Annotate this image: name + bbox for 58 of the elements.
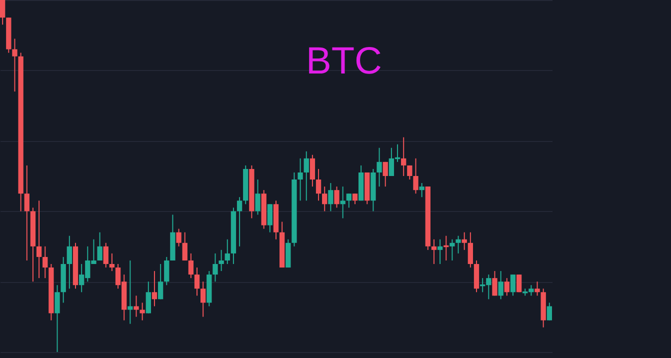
candlestick [97, 232, 102, 261]
candlestick [431, 238, 437, 264]
candlestick [188, 252, 194, 279]
candlestick [54, 284, 60, 352]
candlestick [0, 0, 6, 26]
candlestick [328, 182, 334, 212]
candlestick [128, 260, 133, 324]
candlestick [310, 154, 316, 188]
candlestick [146, 281, 151, 314]
candlestick [413, 158, 418, 194]
candlestick [103, 242, 108, 268]
candlestick [546, 302, 552, 321]
candlestick [534, 281, 540, 296]
candlestick [134, 295, 139, 318]
candlestick [382, 161, 388, 188]
candlestick [267, 204, 273, 233]
candlestick [340, 186, 346, 219]
candlestick [36, 200, 42, 279]
candlestick [182, 232, 188, 261]
candlestick [352, 193, 358, 205]
candlestick [194, 267, 200, 296]
candlestick [176, 228, 182, 247]
text: BTC [306, 40, 382, 82]
candlestick [334, 186, 340, 208]
candlestick [516, 274, 522, 293]
candlestick [66, 235, 72, 290]
candlestick [346, 193, 352, 208]
candlestick [298, 158, 303, 202]
candlestick [236, 196, 242, 247]
candlestick [255, 179, 260, 216]
candlestick [468, 232, 474, 268]
candlestick [456, 235, 461, 254]
candlestick [322, 186, 328, 212]
candlestick [218, 249, 224, 272]
candlestick [492, 270, 498, 296]
candlestick [437, 238, 443, 264]
candlestick [42, 246, 48, 279]
candlestick [200, 281, 206, 318]
candlestick [462, 232, 467, 250]
candlestick [419, 182, 424, 198]
candlestick [12, 38, 18, 92]
candlestick [401, 136, 406, 176]
candlestick [304, 150, 309, 202]
candlestick [498, 270, 504, 300]
candlestick [510, 274, 516, 296]
candlestick [224, 238, 230, 264]
candlestick [164, 256, 170, 286]
candlestick [504, 278, 510, 296]
candlestick [376, 147, 382, 188]
candlestick [316, 168, 322, 202]
candlestick [450, 238, 455, 261]
candlestick [109, 252, 115, 272]
candlestick [212, 252, 218, 282]
candlestick [152, 270, 158, 307]
candlestick [24, 164, 30, 261]
candlestick [158, 264, 164, 300]
candlestick [140, 302, 145, 321]
candlestick [407, 164, 412, 180]
